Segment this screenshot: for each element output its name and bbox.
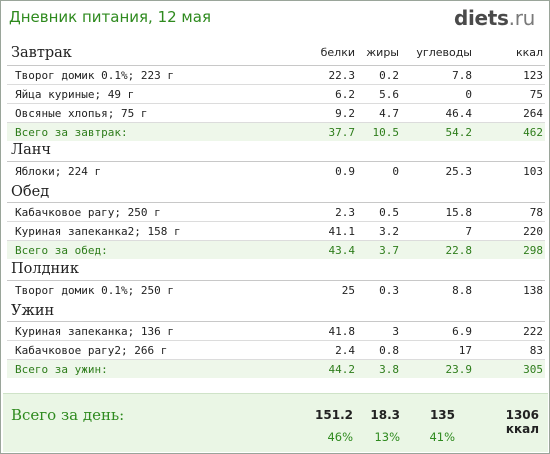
fat-total: 3.8 xyxy=(379,363,399,376)
kcal-value: 138 xyxy=(523,284,543,297)
food-name: Яблоки; 224 г xyxy=(15,165,102,178)
table-row: Кабачковое рагу2; 266 г 2.4 0.8 17 83 xyxy=(7,340,545,359)
day-carbs: 135 xyxy=(429,408,455,422)
protein-value: 2.3 xyxy=(335,206,355,219)
site-logo[interactable]: diets.ru xyxy=(454,6,535,30)
food-name: Творог домик 0.1%; 223 г xyxy=(15,69,174,82)
kcal-value: 123 xyxy=(523,69,543,82)
table-row: Творог домик 0.1%; 250 г 25 0.3 8.8 138 xyxy=(7,280,545,299)
carbs-value: 7 xyxy=(465,225,472,238)
fat-value: 0.3 xyxy=(379,284,399,297)
fat-value: 0.5 xyxy=(379,206,399,219)
day-protein: 151.2 xyxy=(315,408,353,422)
meal-title-snack: Полдник xyxy=(11,261,79,277)
fat-value: 3.2 xyxy=(379,225,399,238)
food-name: Яйца куриные; 49 г xyxy=(15,88,135,101)
protein-value: 22.3 xyxy=(328,69,356,82)
carbs-value: 25.3 xyxy=(445,165,473,178)
kcal-value: 220 xyxy=(523,225,543,238)
day-total-label: Всего за день: xyxy=(11,406,125,424)
page-title: Дневник питания, 12 мая xyxy=(9,8,211,26)
day-fat-percent: 13% xyxy=(374,430,400,444)
table-row: Куриная запеканка; 136 г 41.8 3 6.9 222 xyxy=(7,321,545,340)
column-header-fat: жиры xyxy=(366,46,399,59)
fat-total: 10.5 xyxy=(372,126,400,139)
carbs-value: 0 xyxy=(465,88,472,101)
protein-value: 6.2 xyxy=(335,88,355,101)
carbs-value: 46.4 xyxy=(445,107,473,120)
protein-total: 43.4 xyxy=(328,244,356,257)
protein-value: 9.2 xyxy=(335,107,355,120)
carbs-value: 17 xyxy=(458,344,472,357)
carbs-value: 7.8 xyxy=(452,69,472,82)
meal-title-dinner: Обед xyxy=(11,184,50,200)
meal-total-row: Всего за ужин: 44.2 3.8 23.9 305 xyxy=(7,359,545,378)
carbs-total: 22.8 xyxy=(445,244,473,257)
carbs-total: 54.2 xyxy=(445,126,473,139)
column-header-kcal: ккал xyxy=(515,46,543,59)
day-kcal: 1306 ккал xyxy=(505,408,539,436)
meal-total-row: Всего за обед: 43.4 3.7 22.8 298 xyxy=(7,240,545,259)
carbs-value: 6.9 xyxy=(452,325,472,338)
kcal-total: 298 xyxy=(523,244,543,257)
day-protein-percent: 46% xyxy=(327,430,353,444)
column-header-protein: белки xyxy=(320,46,355,59)
total-label: Всего за завтрак: xyxy=(15,126,128,139)
protein-total: 37.7 xyxy=(328,126,356,139)
protein-total: 44.2 xyxy=(328,363,356,376)
meal-total-row: Всего за завтрак: 37.7 10.5 54.2 462 xyxy=(7,122,545,141)
food-name: Куриная запеканка2; 158 г xyxy=(15,225,181,238)
food-name: Кабачковое рагу; 250 г xyxy=(15,206,161,219)
fat-value: 0.2 xyxy=(379,69,399,82)
table-row: Яйца куриные; 49 г 6.2 5.6 0 75 xyxy=(7,84,545,103)
fat-value: 5.6 xyxy=(379,88,399,101)
kcal-value: 75 xyxy=(529,88,543,101)
header: Дневник питания, 12 мая diets.ru xyxy=(1,1,549,37)
carbs-value: 15.8 xyxy=(445,206,473,219)
table-row: Овсяные хлопья; 75 г 9.2 4.7 46.4 264 xyxy=(7,103,545,122)
kcal-total: 462 xyxy=(523,126,543,139)
food-name: Овсяные хлопья; 75 г xyxy=(15,107,148,120)
fat-value: 3 xyxy=(392,325,399,338)
fat-value: 0.8 xyxy=(379,344,399,357)
kcal-total: 305 xyxy=(523,363,543,376)
table-row: Творог домик 0.1%; 223 г 22.3 0.2 7.8 12… xyxy=(7,65,545,84)
fat-total: 3.7 xyxy=(379,244,399,257)
kcal-value: 222 xyxy=(523,325,543,338)
day-carbs-percent: 41% xyxy=(429,430,455,444)
meal-title-supper: Ужин xyxy=(11,303,55,319)
kcal-value: 103 xyxy=(523,165,543,178)
table-row: Яблоки; 224 г 0.9 0 25.3 103 xyxy=(7,161,545,180)
table-row: Куриная запеканка2; 158 г 41.1 3.2 7 220 xyxy=(7,221,545,240)
carbs-value: 8.8 xyxy=(452,284,472,297)
fat-value: 4.7 xyxy=(379,107,399,120)
meal-title-breakfast: Завтрак xyxy=(11,45,72,61)
protein-value: 25 xyxy=(341,284,355,297)
kcal-value: 83 xyxy=(529,344,543,357)
carbs-total: 23.9 xyxy=(445,363,473,376)
total-label: Всего за ужин: xyxy=(15,363,108,376)
protein-value: 41.1 xyxy=(328,225,356,238)
food-name: Кабачковое рагу2; 266 г xyxy=(15,344,168,357)
column-header-carbs: углеводы xyxy=(416,46,472,59)
meal-title-lunch: Ланч xyxy=(11,142,51,158)
protein-value: 41.8 xyxy=(328,325,356,338)
food-name: Творог домик 0.1%; 250 г xyxy=(15,284,174,297)
table-row: Кабачковое рагу; 250 г 2.3 0.5 15.8 78 xyxy=(7,202,545,221)
total-label: Всего за обед: xyxy=(15,244,108,257)
kcal-value: 264 xyxy=(523,107,543,120)
day-fat: 18.3 xyxy=(370,408,400,422)
kcal-value: 78 xyxy=(529,206,543,219)
logo-suffix: .ru xyxy=(508,6,536,30)
protein-value: 0.9 xyxy=(335,165,355,178)
day-total: Всего за день: 151.2 18.3 135 1306 ккал … xyxy=(3,393,548,452)
food-name: Куриная запеканка; 136 г xyxy=(15,325,174,338)
logo-main: diets xyxy=(453,6,509,30)
protein-value: 2.4 xyxy=(335,344,355,357)
fat-value: 0 xyxy=(392,165,399,178)
